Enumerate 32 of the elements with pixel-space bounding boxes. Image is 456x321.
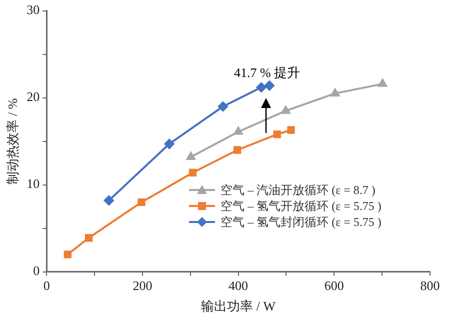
point bbox=[256, 82, 266, 92]
point bbox=[378, 78, 388, 87]
point bbox=[234, 126, 243, 135]
x-tick-label: 800 bbox=[420, 278, 440, 294]
y-tick-label: 0 bbox=[33, 263, 40, 278]
point bbox=[84, 234, 93, 242]
legend-label: 空气 – 氢气开放循环 (ε = 5.75 ) bbox=[220, 198, 382, 214]
point bbox=[104, 195, 114, 206]
point bbox=[264, 80, 274, 91]
point bbox=[218, 102, 228, 112]
x-tick-label: 600 bbox=[324, 278, 344, 294]
x-tick-label: 200 bbox=[132, 278, 152, 294]
point bbox=[164, 138, 174, 149]
y-axis-title: 制动热效率 / % bbox=[5, 98, 20, 184]
x-axis-title: 输出功率 / W bbox=[201, 298, 276, 314]
y-tick-label: 30 bbox=[26, 2, 40, 18]
y-tick-label: 20 bbox=[26, 89, 40, 104]
point bbox=[273, 130, 281, 138]
x-tick-label: 0 bbox=[43, 278, 50, 294]
y-tick-label: 10 bbox=[26, 176, 40, 192]
legend-label: 空气 – 汽油开放循环 (ε = 8.7 ) bbox=[220, 182, 376, 198]
point bbox=[188, 168, 197, 176]
point bbox=[186, 152, 196, 160]
point bbox=[330, 88, 340, 96]
point bbox=[138, 198, 146, 206]
point bbox=[234, 146, 242, 154]
point bbox=[281, 106, 290, 114]
point bbox=[64, 250, 72, 258]
point bbox=[287, 126, 295, 134]
legend-label: 空气 – 氢气封闭循环 (ε = 5.75 ) bbox=[220, 214, 382, 230]
annotation: 41.7 % 提升 bbox=[234, 64, 300, 80]
x-tick-label: 400 bbox=[228, 278, 248, 294]
